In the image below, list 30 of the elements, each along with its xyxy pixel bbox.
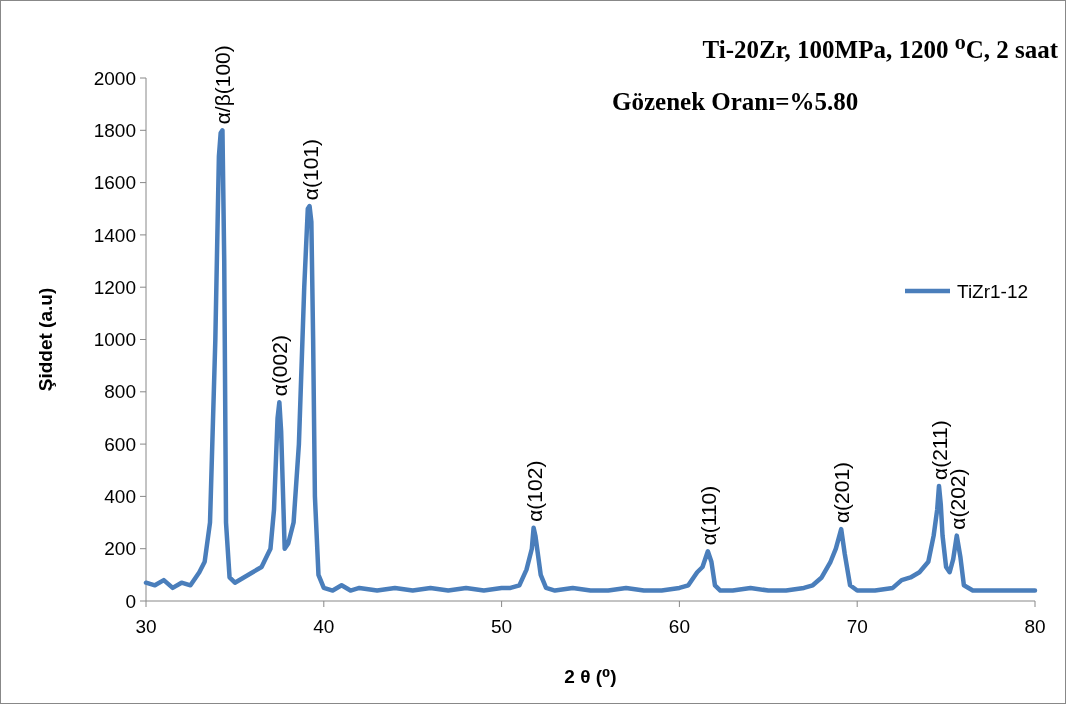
y-tick-label: 1400 — [93, 224, 136, 246]
y-tick-label: 600 — [104, 433, 136, 455]
line-series — [143, 128, 1038, 593]
y-tick-label: 800 — [104, 381, 136, 403]
chart-title: Ti-20Zr, 100MPa, 1200 ⁰C, 2 saat — [702, 36, 1059, 63]
annotation: α(102) — [522, 460, 546, 522]
x-tick-label: 30 — [135, 616, 157, 637]
x-tick-label: 70 — [846, 616, 868, 637]
annotation: α(110) — [696, 485, 720, 546]
y-tick-label: 2000 — [93, 67, 136, 89]
legend-label: TiZr1-12 — [957, 280, 1029, 302]
x-tick-label: 50 — [491, 616, 513, 637]
x-tick-label: 40 — [313, 616, 335, 637]
y-tick-label: 0 — [125, 590, 136, 612]
annotation: α/β(100) — [211, 45, 235, 125]
annotation: α(101) — [298, 138, 322, 201]
y-tick-label: 200 — [104, 538, 136, 560]
y-tick-label: 1600 — [93, 172, 136, 194]
x-axis-title: 2 θ (⁰) — [564, 666, 617, 687]
chart-subtitle: Gözenek Oranı=%5.80 — [612, 88, 859, 115]
annotation: α(002) — [268, 335, 292, 397]
x-tick-label: 60 — [668, 616, 690, 637]
x-tick-label: 80 — [1024, 616, 1046, 637]
annotation: α(211) — [927, 420, 951, 480]
annotation: α(201) — [830, 461, 854, 524]
y-tick-label: 400 — [104, 486, 136, 508]
y-tick-label: 1000 — [93, 329, 136, 351]
y-axis-title: Şiddet (a.u) — [35, 287, 56, 392]
y-tick-label: 1200 — [93, 276, 136, 298]
y-tick-label: 1800 — [93, 119, 136, 141]
